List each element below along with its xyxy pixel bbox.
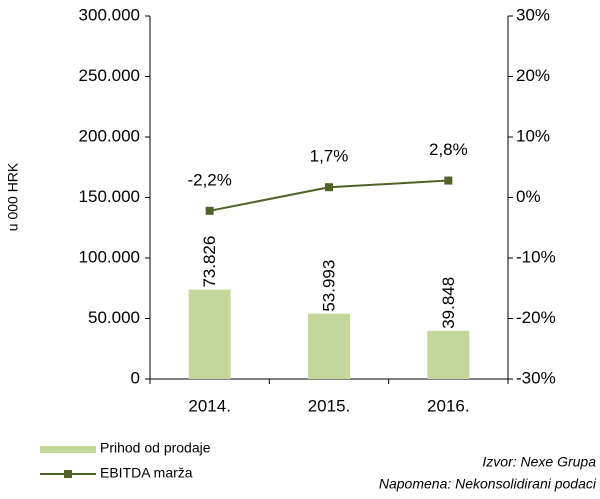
y2-tick-label: 0%: [516, 187, 541, 206]
y-tick-label: 250.000: [79, 66, 140, 85]
legend-marker: [64, 470, 72, 478]
legend-label: EBITDA marža: [100, 465, 193, 481]
bar: [308, 313, 350, 379]
y2-tick-label: -10%: [516, 247, 556, 266]
y2-tick-label: 30%: [516, 5, 550, 24]
y2-tick-label: 20%: [516, 66, 550, 85]
line-marker: [444, 176, 453, 185]
y-tick-label: 300.000: [79, 5, 140, 24]
bar: [427, 330, 470, 379]
x-tick-label: 2016.: [427, 396, 470, 415]
x-tick-label: 2014.: [188, 396, 231, 415]
annotation: Izvor: Nexe Grupa: [482, 454, 596, 470]
bar: [188, 289, 231, 379]
bar-value-label: 73.826: [200, 236, 219, 288]
line-value-label: -2,2%: [187, 170, 231, 189]
bar-value-label: 53.993: [319, 260, 338, 312]
legend-swatch: [40, 446, 96, 453]
legend-label: Prihod od prodaje: [100, 440, 211, 456]
y-tick-label: 100.000: [79, 247, 140, 266]
bar-value-label: 39.848: [439, 277, 458, 329]
line-marker: [205, 206, 214, 215]
x-tick-label: 2015.: [308, 396, 351, 415]
line-value-label: 1,7%: [310, 147, 349, 166]
line-marker: [325, 183, 333, 192]
y-tick-label: 0: [131, 368, 140, 387]
line-value-label: 2,8%: [429, 140, 468, 159]
y-tick-label: 150.000: [79, 187, 140, 206]
y2-tick-label: -30%: [516, 368, 556, 387]
y2-tick-label: -20%: [516, 308, 556, 327]
y-tick-label: 200.000: [79, 126, 140, 145]
y-tick-label: 50.000: [88, 308, 140, 327]
y2-tick-label: 10%: [516, 126, 550, 145]
annotation: Napomena: Nekonsolidirani podaci: [379, 476, 597, 492]
y-axis-label: u 000 HRK: [5, 162, 21, 231]
